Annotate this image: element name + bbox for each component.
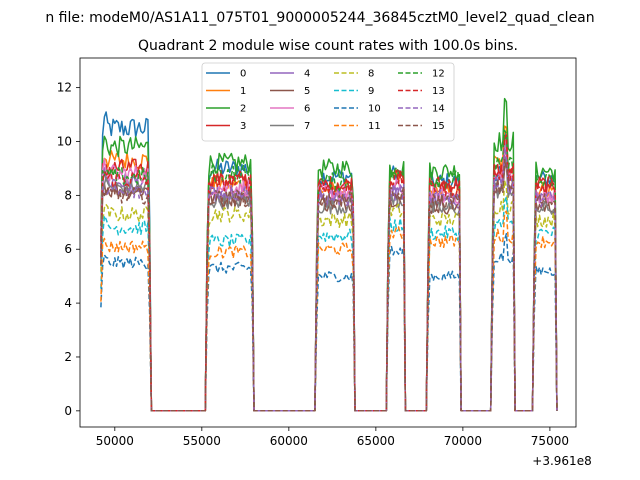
legend-label: 8 — [368, 69, 374, 80]
series-line-8 — [100, 179, 558, 412]
series-line-10 — [100, 232, 558, 412]
y-axis: 0 2 4 6 8 10 12 — [57, 81, 80, 418]
plot-frame — [79, 57, 577, 428]
series-line-15 — [100, 158, 558, 412]
x-tick-label: 75000 — [531, 434, 569, 448]
y-tick-label: 0 — [64, 404, 72, 418]
y-tick-label: 10 — [57, 134, 72, 148]
x-tick-label: 70000 — [444, 434, 482, 448]
legend-label: 11 — [368, 121, 381, 132]
x-tick-label: 50000 — [96, 434, 134, 448]
x-tick-label: 65000 — [357, 434, 395, 448]
series-line-12 — [100, 129, 558, 412]
series-line-9 — [100, 196, 558, 412]
legend-label: 12 — [432, 69, 445, 80]
series-line-13 — [100, 134, 558, 412]
figure-suptitle: n file: modeM0/AS1A11_075T01_9000005244_… — [45, 10, 594, 26]
legend-label: 15 — [432, 121, 445, 132]
legend-label: 9 — [368, 86, 374, 97]
y-tick-label: 2 — [64, 350, 72, 364]
legend-label: 13 — [432, 86, 445, 97]
series-line-2 — [100, 97, 558, 412]
legend-label: 5 — [304, 86, 310, 97]
chart-title: Quadrant 2 module wise count rates with … — [138, 38, 518, 54]
legend-label: 4 — [304, 69, 310, 80]
legend-label: 7 — [304, 121, 310, 132]
x-offset-label: +3.961e8 — [532, 454, 591, 468]
legend-label: 14 — [432, 104, 445, 115]
x-tick-label: 55000 — [183, 434, 221, 448]
legend-label: 2 — [240, 104, 246, 115]
legend-label: 0 — [240, 69, 246, 80]
y-tick-label: 6 — [64, 242, 72, 256]
legend-label: 1 — [240, 86, 246, 97]
legend-box — [201, 62, 455, 142]
series-line-11 — [100, 210, 558, 412]
y-tick-label: 4 — [64, 296, 72, 310]
y-tick-label: 12 — [57, 81, 72, 95]
legend-label: 3 — [240, 121, 246, 132]
x-axis: 50000 55000 60000 65000 70000 75000 — [96, 427, 569, 448]
x-tick-label: 60000 — [270, 434, 308, 448]
series-layer — [100, 97, 558, 412]
legend-label: 6 — [304, 104, 310, 115]
y-tick-label: 8 — [64, 188, 72, 202]
legend-label: 10 — [368, 104, 381, 115]
